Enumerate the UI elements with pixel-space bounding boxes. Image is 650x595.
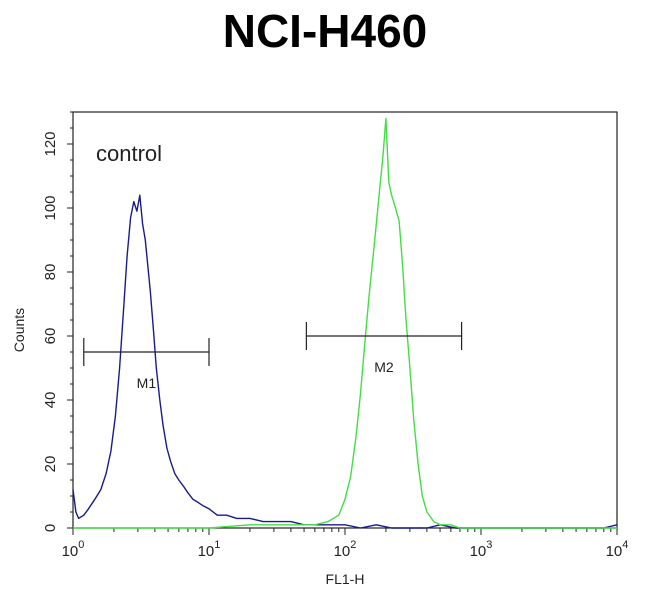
y-tick-label: 80: [42, 264, 59, 281]
series-layer: [72, 117, 618, 529]
x-tick-label: 104: [606, 539, 629, 560]
x-tick-exponent: 0: [78, 539, 84, 551]
x-tick-base: 10: [62, 543, 79, 560]
axis-ticks: [67, 111, 618, 535]
sample-histogram-line: [73, 117, 617, 529]
y-tick-label: 20: [42, 456, 59, 473]
y-tick-label: 60: [42, 328, 59, 345]
x-tick-base: 10: [334, 543, 351, 560]
y-axis-label: Counts: [11, 308, 27, 352]
control-histogram-line: [72, 194, 618, 529]
x-tick-base: 10: [470, 543, 487, 560]
y-tick-label: 0: [42, 524, 59, 532]
x-tick-label: 101: [198, 539, 221, 560]
m1-gate-label: M1: [137, 375, 157, 391]
y-tick-label: 40: [42, 392, 59, 409]
x-tick-label: 100: [62, 539, 85, 560]
plot-area: [72, 111, 618, 529]
x-axis-label: FL1-H: [326, 571, 365, 587]
x-tick-exponent: 3: [486, 539, 492, 551]
x-tick-base: 10: [606, 543, 623, 560]
y-tick-label: 120: [42, 131, 59, 156]
x-tick-label: 102: [334, 539, 357, 560]
control-annotation: control: [96, 141, 162, 166]
m2-gate-label: M2: [374, 359, 394, 375]
x-tick-label: 103: [470, 539, 493, 560]
x-tick-exponent: 1: [214, 539, 220, 551]
x-tick-exponent: 2: [350, 539, 356, 551]
x-tick-base: 10: [198, 543, 215, 560]
marker-layer: [83, 322, 463, 366]
x-tick-exponent: 4: [622, 539, 628, 551]
plot-border: [72, 111, 618, 529]
y-tick-label: 100: [42, 195, 59, 220]
chart-title: NCI-H460: [222, 5, 428, 57]
